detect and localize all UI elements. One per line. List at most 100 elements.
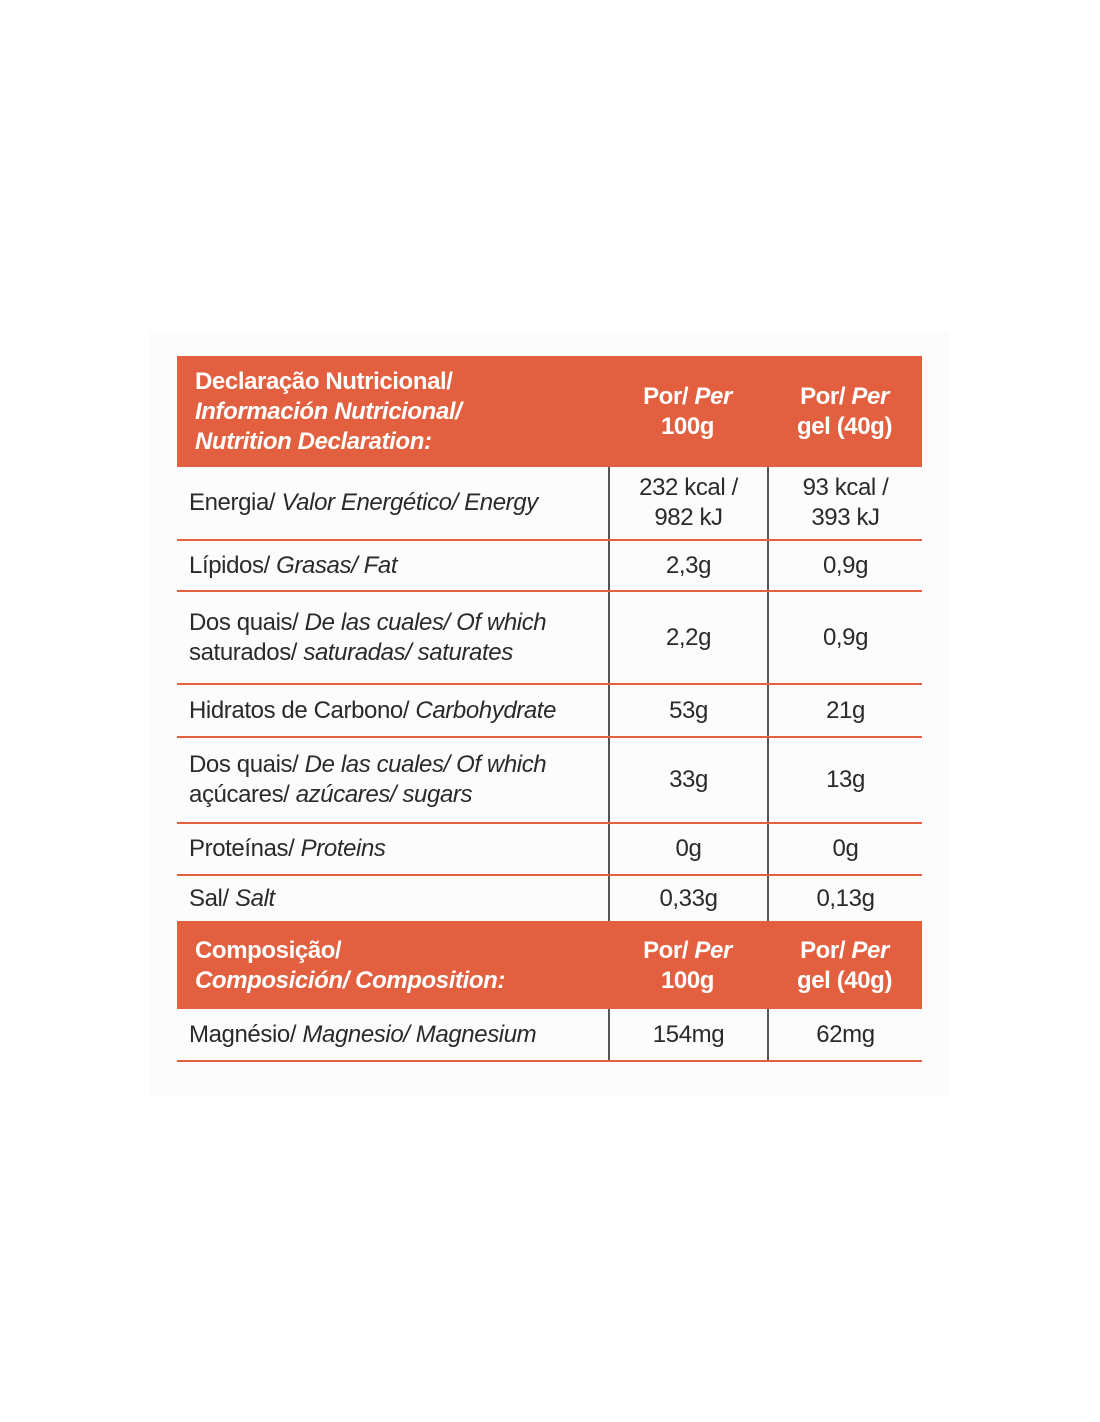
text-line: Información Nutricional/	[195, 397, 608, 427]
text-line: açúcares/ azúcares/ sugars	[189, 780, 608, 810]
value-cell: 0g	[608, 824, 767, 874]
text-segment: gel (40g)	[796, 412, 893, 440]
text-line: saturados/ saturadas/ saturates	[189, 638, 608, 668]
text-segment: Per	[694, 382, 732, 410]
text-segment: saturados/	[189, 638, 304, 666]
text-line: Por/ Per	[643, 936, 732, 966]
table-row: Proteínas/ Proteins 0g 0g	[177, 824, 922, 876]
value-cell: 0,9g	[767, 541, 922, 590]
text-segment: açúcares/	[189, 781, 296, 808]
row-label: Dos quais/ De las cuales/ Of which açúcar…	[177, 738, 608, 822]
text-segment: Información Nutricional/	[195, 397, 462, 425]
text-segment: Composición/ Composition:	[195, 967, 505, 994]
text-line: gel (40g)	[797, 412, 892, 442]
value-cell: 2,2g	[608, 592, 767, 683]
text-line: Por/ Per	[800, 382, 889, 412]
value-cell: 53g	[608, 685, 767, 736]
header-row: Composição/Composición/ Composition: Por/…	[177, 923, 922, 1009]
text-line: 100g	[660, 966, 715, 996]
column-header: Por/ Per gel (40g)	[767, 923, 922, 1009]
text-segment: Per	[851, 937, 889, 964]
row-label: Sal/ Salt	[177, 876, 608, 921]
table-row: Energia/ Valor Energético/ Energy 232 kca…	[177, 467, 922, 541]
text-segment: Por/	[643, 937, 695, 964]
text-segment: Nutrition Declaration:	[195, 427, 432, 455]
value-line: 13g	[826, 766, 865, 793]
value-line: 0,9g	[822, 623, 869, 651]
text-segment: Dos quais/	[189, 751, 305, 778]
text-line: Composição/	[195, 936, 608, 966]
value-line: 21g	[826, 696, 865, 724]
text-segment: Magnésio/	[189, 1020, 303, 1048]
text-segment: Salt	[235, 884, 275, 912]
table-row: Dos quais/ De las cuales/ Of which satura…	[177, 592, 922, 685]
value-cell: 232 kcal / 982 kJ	[608, 467, 767, 539]
row-label: Magnésio/ Magnesio/ Magnesium	[177, 1009, 608, 1060]
text-line: Por/ Per	[643, 382, 732, 412]
text-segment: 100g	[660, 412, 715, 440]
value-cell: 21g	[767, 685, 922, 736]
value-cell: 0,33g	[608, 876, 767, 921]
text-line: Composición/ Composition:	[195, 966, 608, 996]
value-cell: 13g	[767, 738, 922, 822]
value-line: 93 kcal /	[802, 474, 889, 501]
text-segment: Sal/	[189, 884, 236, 912]
text-line: 100g	[660, 412, 715, 442]
value-line: 0,13g	[816, 884, 875, 912]
text-segment: Lípidos/	[189, 551, 277, 579]
text-segment: Composição/	[195, 937, 342, 964]
value-cell: 0g	[767, 824, 922, 874]
table-row: Sal/ Salt 0,33g 0,13g	[177, 876, 922, 923]
row-label: Lípidos/ Grasas/ Fat	[177, 541, 608, 590]
text-line: gel (40g)	[797, 966, 892, 996]
value-line: 33g	[669, 766, 708, 793]
value-line: 393 kJ	[811, 504, 880, 531]
value-line: 0g	[832, 835, 859, 862]
text-line: Por/ Per	[800, 936, 889, 966]
text-segment: De las cuales/ Of which	[304, 751, 547, 778]
text-line: Lípidos/ Grasas/ Fat	[189, 551, 608, 581]
text-segment: Per	[694, 937, 732, 964]
text-line: Proteínas/ Proteins	[189, 834, 608, 864]
value-cell: 154mg	[608, 1009, 767, 1060]
value-line: 0,33g	[659, 884, 718, 912]
table-row: Hidratos de Carbono/ Carbohydrate 53g 21g	[177, 685, 922, 738]
row-label: Dos quais/ De las cuales/ Of which satura…	[177, 592, 608, 683]
text-line: Hidratos de Carbono/ Carbohydrate	[189, 696, 608, 726]
value-line: 154mg	[652, 1020, 725, 1048]
table-row: Lípidos/ Grasas/ Fat 2,3g 0,9g	[177, 541, 922, 592]
table-row: Magnésio/ Magnesio/ Magnesium 154mg 62mg	[177, 1009, 922, 1062]
text-segment: Valor Energético/ Energy	[281, 489, 538, 516]
text-line: Nutrition Declaration:	[195, 427, 608, 457]
text-segment: Proteins	[300, 835, 386, 862]
text-segment: Grasas/ Fat	[276, 551, 398, 579]
text-segment: 100g	[660, 967, 715, 994]
text-line: Dos quais/ De las cuales/ Of which	[189, 750, 608, 780]
text-segment: De las cuales/ Of which	[304, 608, 547, 636]
text-segment: Dos quais/	[189, 608, 305, 636]
text-segment: Por/	[800, 382, 852, 410]
nutrition-table: Declaração Nutricional/Información Nutri…	[177, 356, 922, 1062]
value-cell: 62mg	[767, 1009, 922, 1060]
text-segment: Por/	[800, 937, 852, 964]
text-segment: gel (40g)	[796, 967, 893, 994]
column-header: Por/ Per 100g	[608, 356, 767, 467]
value-line: 53g	[669, 696, 708, 724]
value-line: 982 kJ	[654, 504, 723, 531]
text-segment: Carbohydrate	[415, 696, 557, 724]
header-row: Declaração Nutricional/Información Nutri…	[177, 356, 922, 467]
text-segment: azúcares/ sugars	[295, 781, 473, 808]
row-label: Hidratos de Carbono/ Carbohydrate	[177, 685, 608, 736]
row-label: Energia/ Valor Energético/ Energy	[177, 467, 608, 539]
text-line: Magnésio/ Magnesio/ Magnesium	[189, 1020, 608, 1050]
text-segment: Por/	[643, 382, 695, 410]
value-line: 232 kcal /	[639, 474, 738, 501]
value-cell: 0,13g	[767, 876, 922, 921]
value-line: 2,3g	[665, 551, 712, 579]
header-label: Declaração Nutricional/Información Nutri…	[177, 356, 608, 467]
text-segment: Declaração Nutricional/	[195, 367, 453, 395]
text-segment: Hidratos de Carbono/	[189, 696, 416, 724]
value-line: 2,2g	[665, 623, 712, 651]
table-row: Dos quais/ De las cuales/ Of which açúcar…	[177, 738, 922, 824]
